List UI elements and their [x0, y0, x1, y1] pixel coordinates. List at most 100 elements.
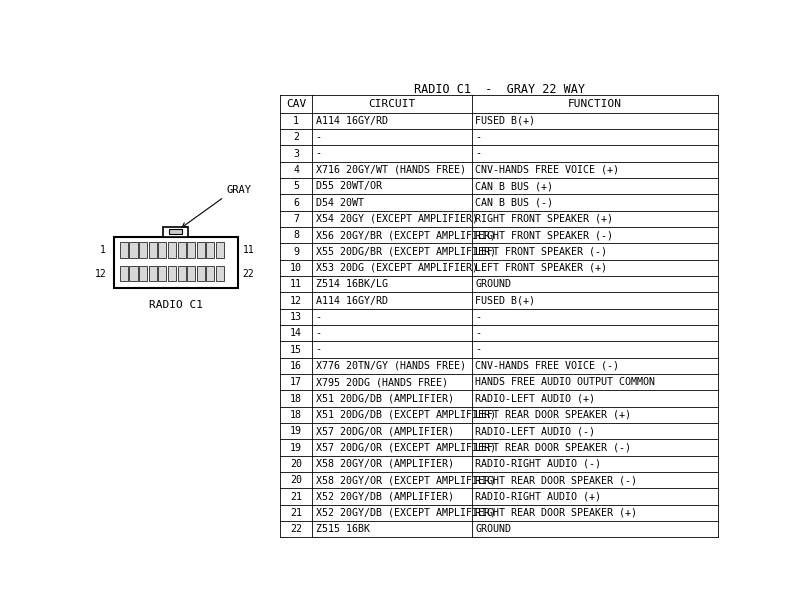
Bar: [168, 266, 176, 282]
Bar: [178, 266, 186, 282]
Text: -: -: [475, 328, 482, 338]
Bar: [149, 266, 157, 282]
Text: 1: 1: [100, 245, 106, 255]
Text: 19: 19: [290, 426, 302, 436]
Text: -: -: [316, 312, 322, 322]
Text: 1: 1: [293, 116, 299, 126]
Text: 13: 13: [290, 312, 302, 322]
Bar: [139, 266, 147, 282]
Bar: [197, 243, 205, 258]
Text: X57 20DG/OR (AMPLIFIER): X57 20DG/OR (AMPLIFIER): [316, 426, 454, 436]
Text: 18: 18: [290, 410, 302, 420]
Text: 21: 21: [290, 491, 302, 502]
Text: -: -: [316, 133, 322, 142]
Text: CAV: CAV: [286, 99, 306, 109]
Text: GROUND: GROUND: [475, 524, 511, 534]
Bar: [197, 266, 205, 282]
Text: Z514 16BK/LG: Z514 16BK/LG: [316, 279, 388, 289]
Text: HANDS FREE AUDIO OUTPUT COMMON: HANDS FREE AUDIO OUTPUT COMMON: [475, 377, 655, 387]
Text: 11: 11: [290, 279, 302, 289]
Bar: [206, 266, 214, 282]
Text: X776 20TN/GY (HANDS FREE): X776 20TN/GY (HANDS FREE): [316, 361, 466, 371]
Text: X53 20DG (EXCEPT AMPLIFIER): X53 20DG (EXCEPT AMPLIFIER): [316, 263, 478, 273]
Text: A114 16GY/RD: A114 16GY/RD: [316, 295, 388, 306]
Text: X52 20GY/DB (AMPLIFIER): X52 20GY/DB (AMPLIFIER): [316, 491, 454, 502]
Text: 22: 22: [242, 269, 254, 278]
Text: RIGHT FRONT SPEAKER (-): RIGHT FRONT SPEAKER (-): [475, 230, 614, 240]
Bar: [120, 266, 128, 282]
Bar: [149, 243, 157, 258]
Bar: [170, 229, 182, 234]
Text: 14: 14: [290, 328, 302, 338]
Text: X52 20GY/DB (EXCEPT AMPLIFIER): X52 20GY/DB (EXCEPT AMPLIFIER): [316, 508, 496, 518]
Text: X57 20DG/OR (EXCEPT AMPLIFIER): X57 20DG/OR (EXCEPT AMPLIFIER): [316, 443, 496, 452]
Text: D55 20WT/OR: D55 20WT/OR: [316, 181, 382, 192]
Text: RADIO C1  -  GRAY 22 WAY: RADIO C1 - GRAY 22 WAY: [414, 83, 585, 96]
Text: FUNCTION: FUNCTION: [568, 99, 622, 109]
Text: LEFT FRONT SPEAKER (+): LEFT FRONT SPEAKER (+): [475, 263, 607, 273]
Bar: [178, 243, 186, 258]
Text: 8: 8: [293, 230, 299, 240]
Text: CNV-HANDS FREE VOICE (-): CNV-HANDS FREE VOICE (-): [475, 361, 619, 371]
Text: LEFT REAR DOOR SPEAKER (+): LEFT REAR DOOR SPEAKER (+): [475, 410, 631, 420]
Text: 15: 15: [290, 345, 302, 354]
Text: 12: 12: [290, 295, 302, 306]
Bar: [163, 227, 188, 237]
Bar: [168, 243, 176, 258]
Text: X51 20DG/DB (EXCEPT AMPLIFIER): X51 20DG/DB (EXCEPT AMPLIFIER): [316, 410, 496, 420]
Bar: [216, 266, 224, 282]
Text: X56 20GY/BR (EXCEPT AMPLIFIER): X56 20GY/BR (EXCEPT AMPLIFIER): [316, 230, 496, 240]
Text: 18: 18: [290, 393, 302, 404]
Bar: [130, 243, 138, 258]
Text: RADIO-LEFT AUDIO (-): RADIO-LEFT AUDIO (-): [475, 426, 595, 436]
Text: X51 20DG/DB (AMPLIFIER): X51 20DG/DB (AMPLIFIER): [316, 393, 454, 404]
Text: RADIO-RIGHT AUDIO (-): RADIO-RIGHT AUDIO (-): [475, 459, 602, 469]
Text: 3: 3: [293, 148, 299, 159]
Text: A114 16GY/RD: A114 16GY/RD: [316, 116, 388, 126]
Text: 2: 2: [293, 133, 299, 142]
Text: X54 20GY (EXCEPT AMPLIFIER): X54 20GY (EXCEPT AMPLIFIER): [316, 214, 478, 224]
Text: LEFT REAR DOOR SPEAKER (-): LEFT REAR DOOR SPEAKER (-): [475, 443, 631, 452]
Text: LEFT FRONT SPEAKER (-): LEFT FRONT SPEAKER (-): [475, 247, 607, 257]
Text: Z515 16BK: Z515 16BK: [316, 524, 370, 534]
Text: 19: 19: [290, 443, 302, 452]
Text: GRAY: GRAY: [226, 185, 251, 195]
Text: RIGHT FRONT SPEAKER (+): RIGHT FRONT SPEAKER (+): [475, 214, 614, 224]
Text: 6: 6: [293, 198, 299, 207]
Text: -: -: [316, 328, 322, 338]
Text: -: -: [316, 148, 322, 159]
Bar: [139, 243, 147, 258]
Bar: [130, 266, 138, 282]
Text: GROUND: GROUND: [475, 279, 511, 289]
Text: FUSED B(+): FUSED B(+): [475, 116, 535, 126]
Text: 21: 21: [290, 508, 302, 518]
Text: RADIO C1: RADIO C1: [149, 300, 202, 310]
Text: CAN B BUS (-): CAN B BUS (-): [475, 198, 554, 207]
Text: RIGHT REAR DOOR SPEAKER (-): RIGHT REAR DOOR SPEAKER (-): [475, 475, 638, 485]
Text: RIGHT REAR DOOR SPEAKER (+): RIGHT REAR DOOR SPEAKER (+): [475, 508, 638, 518]
Text: -: -: [475, 345, 482, 354]
Bar: [120, 243, 128, 258]
Bar: [187, 243, 195, 258]
Text: -: -: [316, 345, 322, 354]
Text: RADIO-RIGHT AUDIO (+): RADIO-RIGHT AUDIO (+): [475, 491, 602, 502]
Text: X795 20DG (HANDS FREE): X795 20DG (HANDS FREE): [316, 377, 448, 387]
Text: 16: 16: [290, 361, 302, 371]
Text: X716 20GY/WT (HANDS FREE): X716 20GY/WT (HANDS FREE): [316, 165, 466, 175]
Text: 20: 20: [290, 459, 302, 469]
Text: -: -: [475, 312, 482, 322]
Bar: [216, 243, 224, 258]
Bar: [187, 266, 195, 282]
Text: CIRCUIT: CIRCUIT: [368, 99, 415, 109]
Text: 22: 22: [290, 524, 302, 534]
Text: 12: 12: [94, 269, 106, 278]
Text: CAN B BUS (+): CAN B BUS (+): [475, 181, 554, 192]
Text: D54 20WT: D54 20WT: [316, 198, 364, 207]
Text: X58 20GY/OR (EXCEPT AMPLIFIER): X58 20GY/OR (EXCEPT AMPLIFIER): [316, 475, 496, 485]
Text: -: -: [475, 133, 482, 142]
Text: 4: 4: [293, 165, 299, 175]
Bar: [158, 266, 166, 282]
Text: 9: 9: [293, 247, 299, 257]
Text: 7: 7: [293, 214, 299, 224]
Text: 5: 5: [293, 181, 299, 192]
